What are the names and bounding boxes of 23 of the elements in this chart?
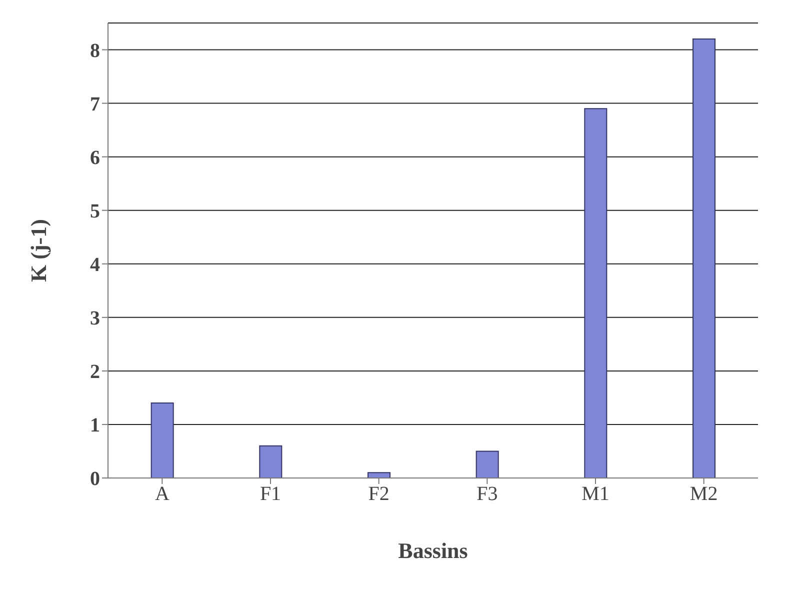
x-tick-label: A: [154, 483, 170, 506]
y-tick-label: 5: [90, 200, 100, 222]
y-tick-label: 3: [90, 308, 100, 330]
bar: [150, 402, 174, 478]
x-axis-title: Bassins: [398, 538, 468, 563]
y-tick-label: 7: [90, 93, 100, 116]
bar: [259, 445, 282, 478]
y-tick-label: 8: [90, 40, 100, 62]
bar: [692, 38, 716, 478]
bar: [368, 472, 390, 478]
y-tick-label: 4: [90, 254, 100, 276]
bar: [584, 108, 608, 478]
bar: [476, 450, 499, 478]
y-tick-label: 6: [90, 146, 100, 169]
y-tick-label: 1: [90, 414, 100, 437]
x-tick-label: M2: [690, 483, 718, 506]
y-tick-label: 2: [90, 361, 100, 384]
x-tick-label: F2: [368, 483, 390, 506]
y-axis-title: K (j-1): [26, 219, 51, 282]
y-tick-label: 0: [90, 468, 100, 490]
x-tick-label: F3: [476, 483, 498, 506]
x-tick-label: M1: [582, 483, 610, 506]
x-tick-label: F1: [260, 483, 282, 506]
